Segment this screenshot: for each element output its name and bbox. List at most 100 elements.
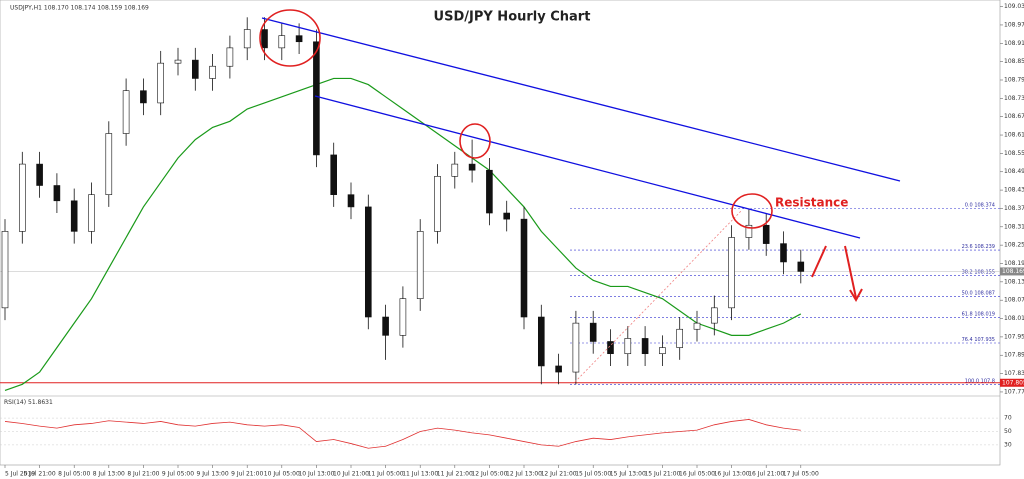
y-tick-label: 108.195 (1004, 260, 1024, 267)
arrow (844, 245, 857, 299)
fib-label: 50.0 108.087 (962, 290, 995, 296)
y-tick-label: 108.075 (1004, 297, 1024, 304)
candle-body (295, 35, 303, 43)
y-tick-label: 108.255 (1004, 242, 1024, 249)
candle-body (762, 224, 770, 244)
y-tick-label: 108.435 (1004, 187, 1024, 194)
candle-body (710, 307, 718, 324)
y-tick-label: 108.015 (1004, 315, 1024, 322)
fib-ratio: 76.4 (962, 337, 973, 343)
candle-body (399, 298, 407, 336)
y-tick-label: 108.135 (1004, 278, 1024, 285)
candle-body (36, 163, 43, 186)
candle-body (607, 341, 614, 355)
candle-body (659, 347, 666, 355)
candle-body (347, 194, 355, 208)
candle-body (330, 154, 338, 195)
candle-body (278, 35, 286, 49)
fib-label: 0.0 108.374 (965, 202, 995, 208)
candle-body (676, 328, 684, 348)
y-tick-label: 108.375 (1004, 205, 1024, 212)
fib-ratio: 23.6 (962, 244, 973, 250)
candle-body (192, 59, 199, 79)
x-tick-label: 12 Jul 21:00 (541, 471, 577, 478)
candle-body (122, 90, 130, 134)
candle-body (797, 261, 805, 272)
fib-label: 61.8 108.019 (962, 311, 995, 317)
x-tick-label: 9 Jul 21:00 (231, 471, 263, 478)
highlight-circle (731, 193, 773, 229)
candle-body (780, 243, 787, 263)
candle-body (261, 29, 268, 49)
x-tick-label: 5 Jul 2019 (5, 471, 35, 478)
chart-title: USD/JPY Hourly Chart (434, 10, 591, 25)
y-tick-label: 109.035 (1004, 3, 1024, 10)
candle-body (486, 169, 493, 214)
x-tick-label: 16 Jul 21:00 (748, 471, 784, 478)
candle-body (589, 322, 597, 342)
fib-ratio: 61.8 (962, 311, 973, 317)
highlight-circle (459, 123, 491, 159)
y-tick-label: 108.975 (1004, 21, 1024, 28)
candle-body (1, 231, 9, 309)
candle-body (572, 322, 580, 373)
x-tick-label: 10 Jul 13:00 (298, 471, 334, 478)
candle-body (105, 133, 113, 195)
y-tick-label: 107.895 (1004, 352, 1024, 359)
x-tick-label: 5 Jul 21:00 (24, 471, 56, 478)
candle-body (157, 62, 164, 104)
fib-price: 108.019 (974, 311, 995, 317)
y-tick-label: 107.835 (1004, 370, 1024, 377)
candle-body (641, 338, 649, 355)
fib-price: 107.935 (974, 337, 995, 343)
y-tick-label: 108.915 (1004, 40, 1024, 47)
y-tick-label: 108.495 (1004, 168, 1024, 175)
x-tick-label: 8 Jul 21:00 (127, 471, 159, 478)
x-tick-label: 9 Jul 05:00 (162, 471, 194, 478)
x-tick-label: 10 Jul 21:00 (333, 471, 369, 478)
moving-average (4, 77, 802, 391)
fib-price: 108.374 (974, 202, 995, 208)
y-tick-label: 108.555 (1004, 150, 1024, 157)
candle-body (555, 365, 562, 373)
candle-body (88, 194, 95, 232)
x-tick-label: 15 Jul 21:00 (644, 471, 680, 478)
x-tick-label: 11 Jul 05:00 (368, 471, 404, 478)
candle-body (140, 90, 147, 104)
y-tick-label: 108.795 (1004, 76, 1024, 83)
fib-label: 76.4 107.935 (962, 337, 995, 343)
x-tick-label: 8 Jul 05:00 (58, 471, 90, 478)
rsi-line (4, 419, 801, 449)
candle-body (434, 176, 441, 232)
candle-body (226, 47, 234, 67)
rsi-value: 51.8631 (28, 399, 53, 406)
y-tick-label: 107.775 (1004, 388, 1024, 395)
x-tick-label: 15 Jul 13:00 (610, 471, 646, 478)
candle-body (209, 65, 216, 79)
fib-price: 108.087 (974, 290, 995, 296)
fib-ratio: 50.0 (962, 290, 973, 296)
trend-line (314, 95, 861, 239)
y-tick-label: 108.615 (1004, 132, 1024, 139)
y-tick-label: 108.855 (1004, 58, 1024, 65)
x-tick-label: 15 Jul 05:00 (575, 471, 611, 478)
candle-body (503, 212, 511, 220)
arrow (811, 245, 827, 278)
trend-line (261, 17, 901, 182)
fib-label: 100.0 107.8 (965, 378, 995, 384)
y-tick-label: 108.675 (1004, 113, 1024, 120)
y-tick-label: 108.315 (1004, 223, 1024, 230)
price-box (1000, 378, 1024, 387)
candle-body (70, 200, 78, 232)
x-tick-label: 16 Jul 13:00 (714, 471, 750, 478)
fib-label: 38.2 108.155 (962, 269, 995, 275)
plot-frame (0, 0, 1001, 466)
fib-ratio: 100.0 (965, 378, 979, 384)
x-tick-label: 17 Jul 05:00 (783, 471, 819, 478)
rsi-name: RSI(14) (4, 399, 26, 406)
x-tick-label: 9 Jul 13:00 (197, 471, 229, 478)
fib-label: 23.6 108.239 (962, 244, 995, 250)
candle-body (364, 206, 372, 318)
candle-body (18, 163, 26, 232)
